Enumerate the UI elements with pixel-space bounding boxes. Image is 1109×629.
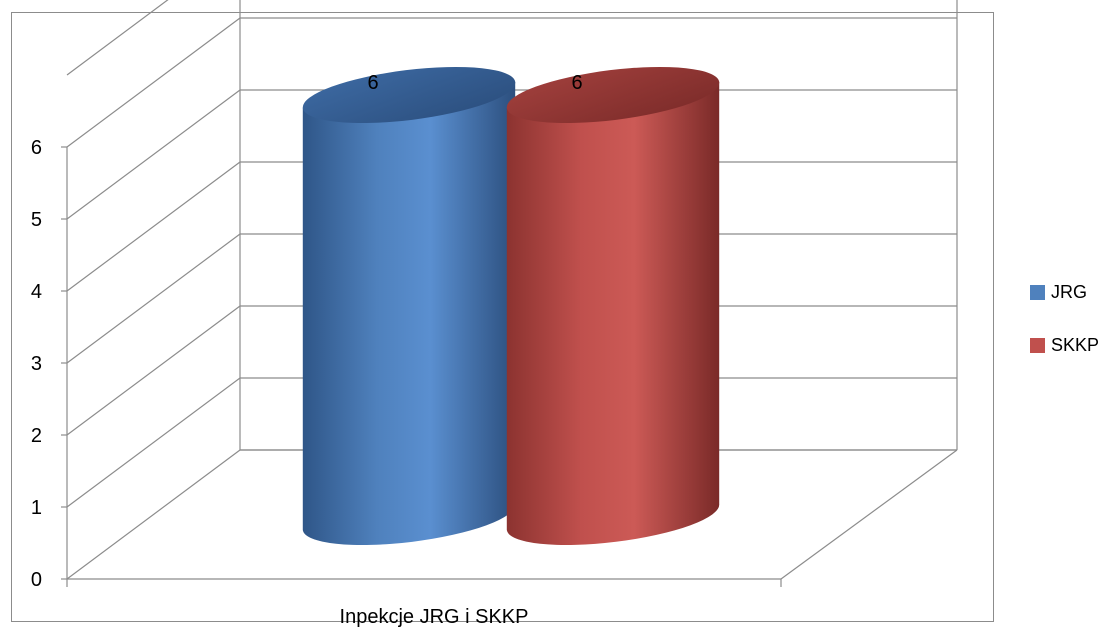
y-tick-label: 5 xyxy=(31,209,42,231)
side-gridline xyxy=(66,305,241,436)
bar-jrg xyxy=(302,66,516,546)
y-tick-label: 6 xyxy=(31,137,42,159)
bar-skkp-body xyxy=(506,81,720,546)
floor-right-edge xyxy=(780,449,958,580)
side-gridline xyxy=(66,17,241,148)
x-tick-label: Inpekcje JRG i SKKP xyxy=(339,606,529,628)
side-gridline xyxy=(66,377,241,508)
y-tick-label: 0 xyxy=(31,569,42,591)
chart-frame xyxy=(11,12,994,622)
side-gridline xyxy=(66,89,241,220)
y-tick-label: 2 xyxy=(31,425,42,447)
bar-skkp xyxy=(506,66,720,546)
y-tick-label: 4 xyxy=(31,281,42,303)
side-gridline xyxy=(66,449,241,580)
legend-item-jrg: JRG xyxy=(1030,280,1099,304)
side-gridline xyxy=(66,161,241,292)
bar-skkp-top xyxy=(506,66,720,124)
legend-label-skkp: SKKP xyxy=(1051,334,1100,355)
data-label: 6 xyxy=(571,72,582,94)
legend-label-jrg: JRG xyxy=(1051,281,1087,302)
legend: JRG SKKP xyxy=(1030,280,1099,386)
legend-swatch-skkp xyxy=(1030,337,1045,353)
y-tick-label: 3 xyxy=(31,353,42,375)
bar-jrg-top xyxy=(302,66,516,124)
side-gridline xyxy=(66,233,241,364)
side-gridline xyxy=(66,0,169,76)
data-label: 6 xyxy=(367,72,378,94)
y-tick-label: 1 xyxy=(31,497,42,519)
legend-swatch-jrg xyxy=(1030,284,1045,300)
bar-jrg-body xyxy=(302,81,516,546)
legend-item-skkp: SKKP xyxy=(1030,333,1099,357)
